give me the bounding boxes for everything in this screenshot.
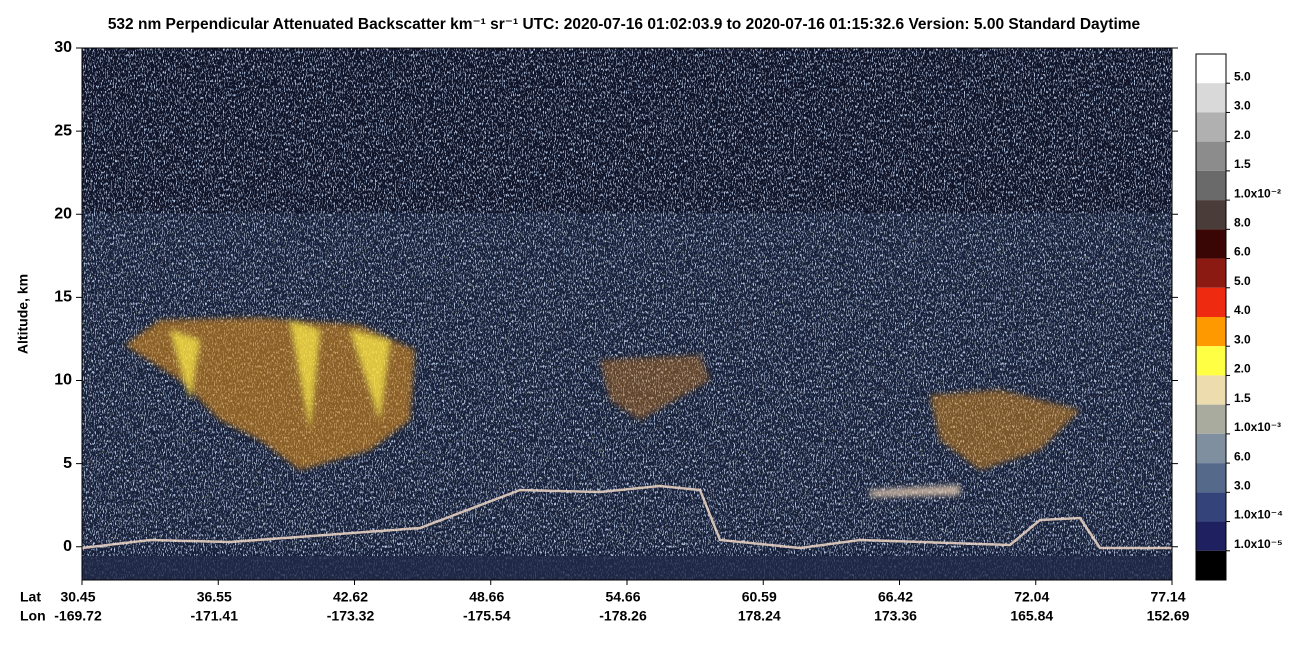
lat-label: 30.45	[60, 589, 95, 605]
lon-label: -173.32	[327, 608, 375, 624]
y-tick-label: 15	[54, 289, 72, 306]
colorbar-label: 3.0	[1234, 479, 1251, 493]
colorbar-label: 4.0	[1234, 303, 1251, 317]
colorbar-label: 6.0	[1234, 245, 1251, 259]
lon-label: 173.36	[874, 608, 917, 624]
x-row-label: Lon	[20, 608, 46, 624]
x-row-label: Lat	[20, 589, 41, 605]
subsurface-band	[82, 556, 1172, 580]
chart-title: 532 nm Perpendicular Attenuated Backscat…	[108, 16, 1141, 33]
color-swatch	[1196, 287, 1226, 317]
colorbar-label: 5.0	[1234, 274, 1251, 288]
color-swatch	[1196, 317, 1226, 347]
colorbar-label: 1.0x10⁻³	[1234, 420, 1281, 434]
lon-label: -169.72	[54, 608, 102, 624]
color-swatch	[1196, 550, 1226, 580]
color-swatch	[1196, 375, 1226, 405]
color-swatch	[1196, 112, 1226, 142]
lat-label: 66.42	[878, 589, 913, 605]
y-tick-label: 30	[54, 39, 72, 56]
colorbar-label: 2.0	[1234, 362, 1251, 376]
lon-label: 165.84	[1010, 608, 1053, 624]
colorbar-label: 3.0	[1234, 332, 1251, 346]
colorbar-label: 5.0	[1234, 69, 1251, 83]
y-tick-label: 25	[54, 122, 72, 139]
lon-label: -175.54	[463, 608, 511, 624]
lat-label: 72.04	[1014, 589, 1049, 605]
lon-label: -171.41	[191, 608, 239, 624]
colorbar: 5.0 3.0 2.0 1.5 1.0x10⁻² 8.0 6.0 5.0 4.0 3.0 2.0 1.…	[1195, 53, 1283, 581]
cloud-features	[125, 318, 1080, 497]
color-swatch	[1196, 83, 1226, 113]
color-swatch	[1196, 492, 1226, 522]
color-swatch	[1196, 404, 1226, 434]
y-tick-label: 20	[54, 205, 72, 222]
lat-label: 77.14	[1150, 589, 1185, 605]
colorbar-label: 2.0	[1234, 128, 1251, 142]
colorbar-label: 8.0	[1234, 216, 1251, 230]
color-swatch	[1196, 200, 1226, 230]
colorbar-label: 3.0	[1234, 99, 1251, 113]
y-axis-label: Altitude, km	[15, 274, 31, 354]
colorbar-label: 1.5	[1234, 157, 1251, 171]
surface-return	[81, 484, 1172, 550]
y-tick-label: 5	[63, 455, 72, 472]
colorbar-label: 1.0x10⁻⁴	[1234, 508, 1283, 522]
color-swatch	[1196, 229, 1226, 259]
color-swatch	[1196, 433, 1226, 464]
lat-label: 60.59	[742, 589, 777, 605]
colorbar-label: 6.0	[1234, 449, 1251, 463]
lat-label: 36.55	[197, 589, 232, 605]
colorbar-label: 1.5	[1234, 391, 1251, 405]
color-swatch	[1196, 170, 1226, 201]
lat-label: 42.62	[333, 589, 368, 605]
lon-label: 152.69	[1147, 608, 1190, 624]
color-swatch	[1196, 141, 1226, 171]
color-swatch	[1196, 463, 1226, 493]
plot-area	[81, 48, 1172, 580]
color-swatch	[1196, 346, 1226, 376]
y-tick-label: 10	[54, 372, 72, 389]
color-swatch	[1196, 54, 1226, 84]
colorbar-label: 1.0x10⁻⁵	[1234, 537, 1283, 551]
lon-label: 178.24	[738, 608, 781, 624]
lat-label: 54.66	[605, 589, 640, 605]
color-swatch	[1196, 521, 1226, 551]
color-swatch	[1196, 258, 1226, 288]
y-tick-label: 0	[63, 538, 72, 555]
colorbar-label: 1.0x10⁻²	[1234, 186, 1281, 200]
lat-label: 48.66	[469, 589, 504, 605]
lon-label: -178.26	[599, 608, 647, 624]
